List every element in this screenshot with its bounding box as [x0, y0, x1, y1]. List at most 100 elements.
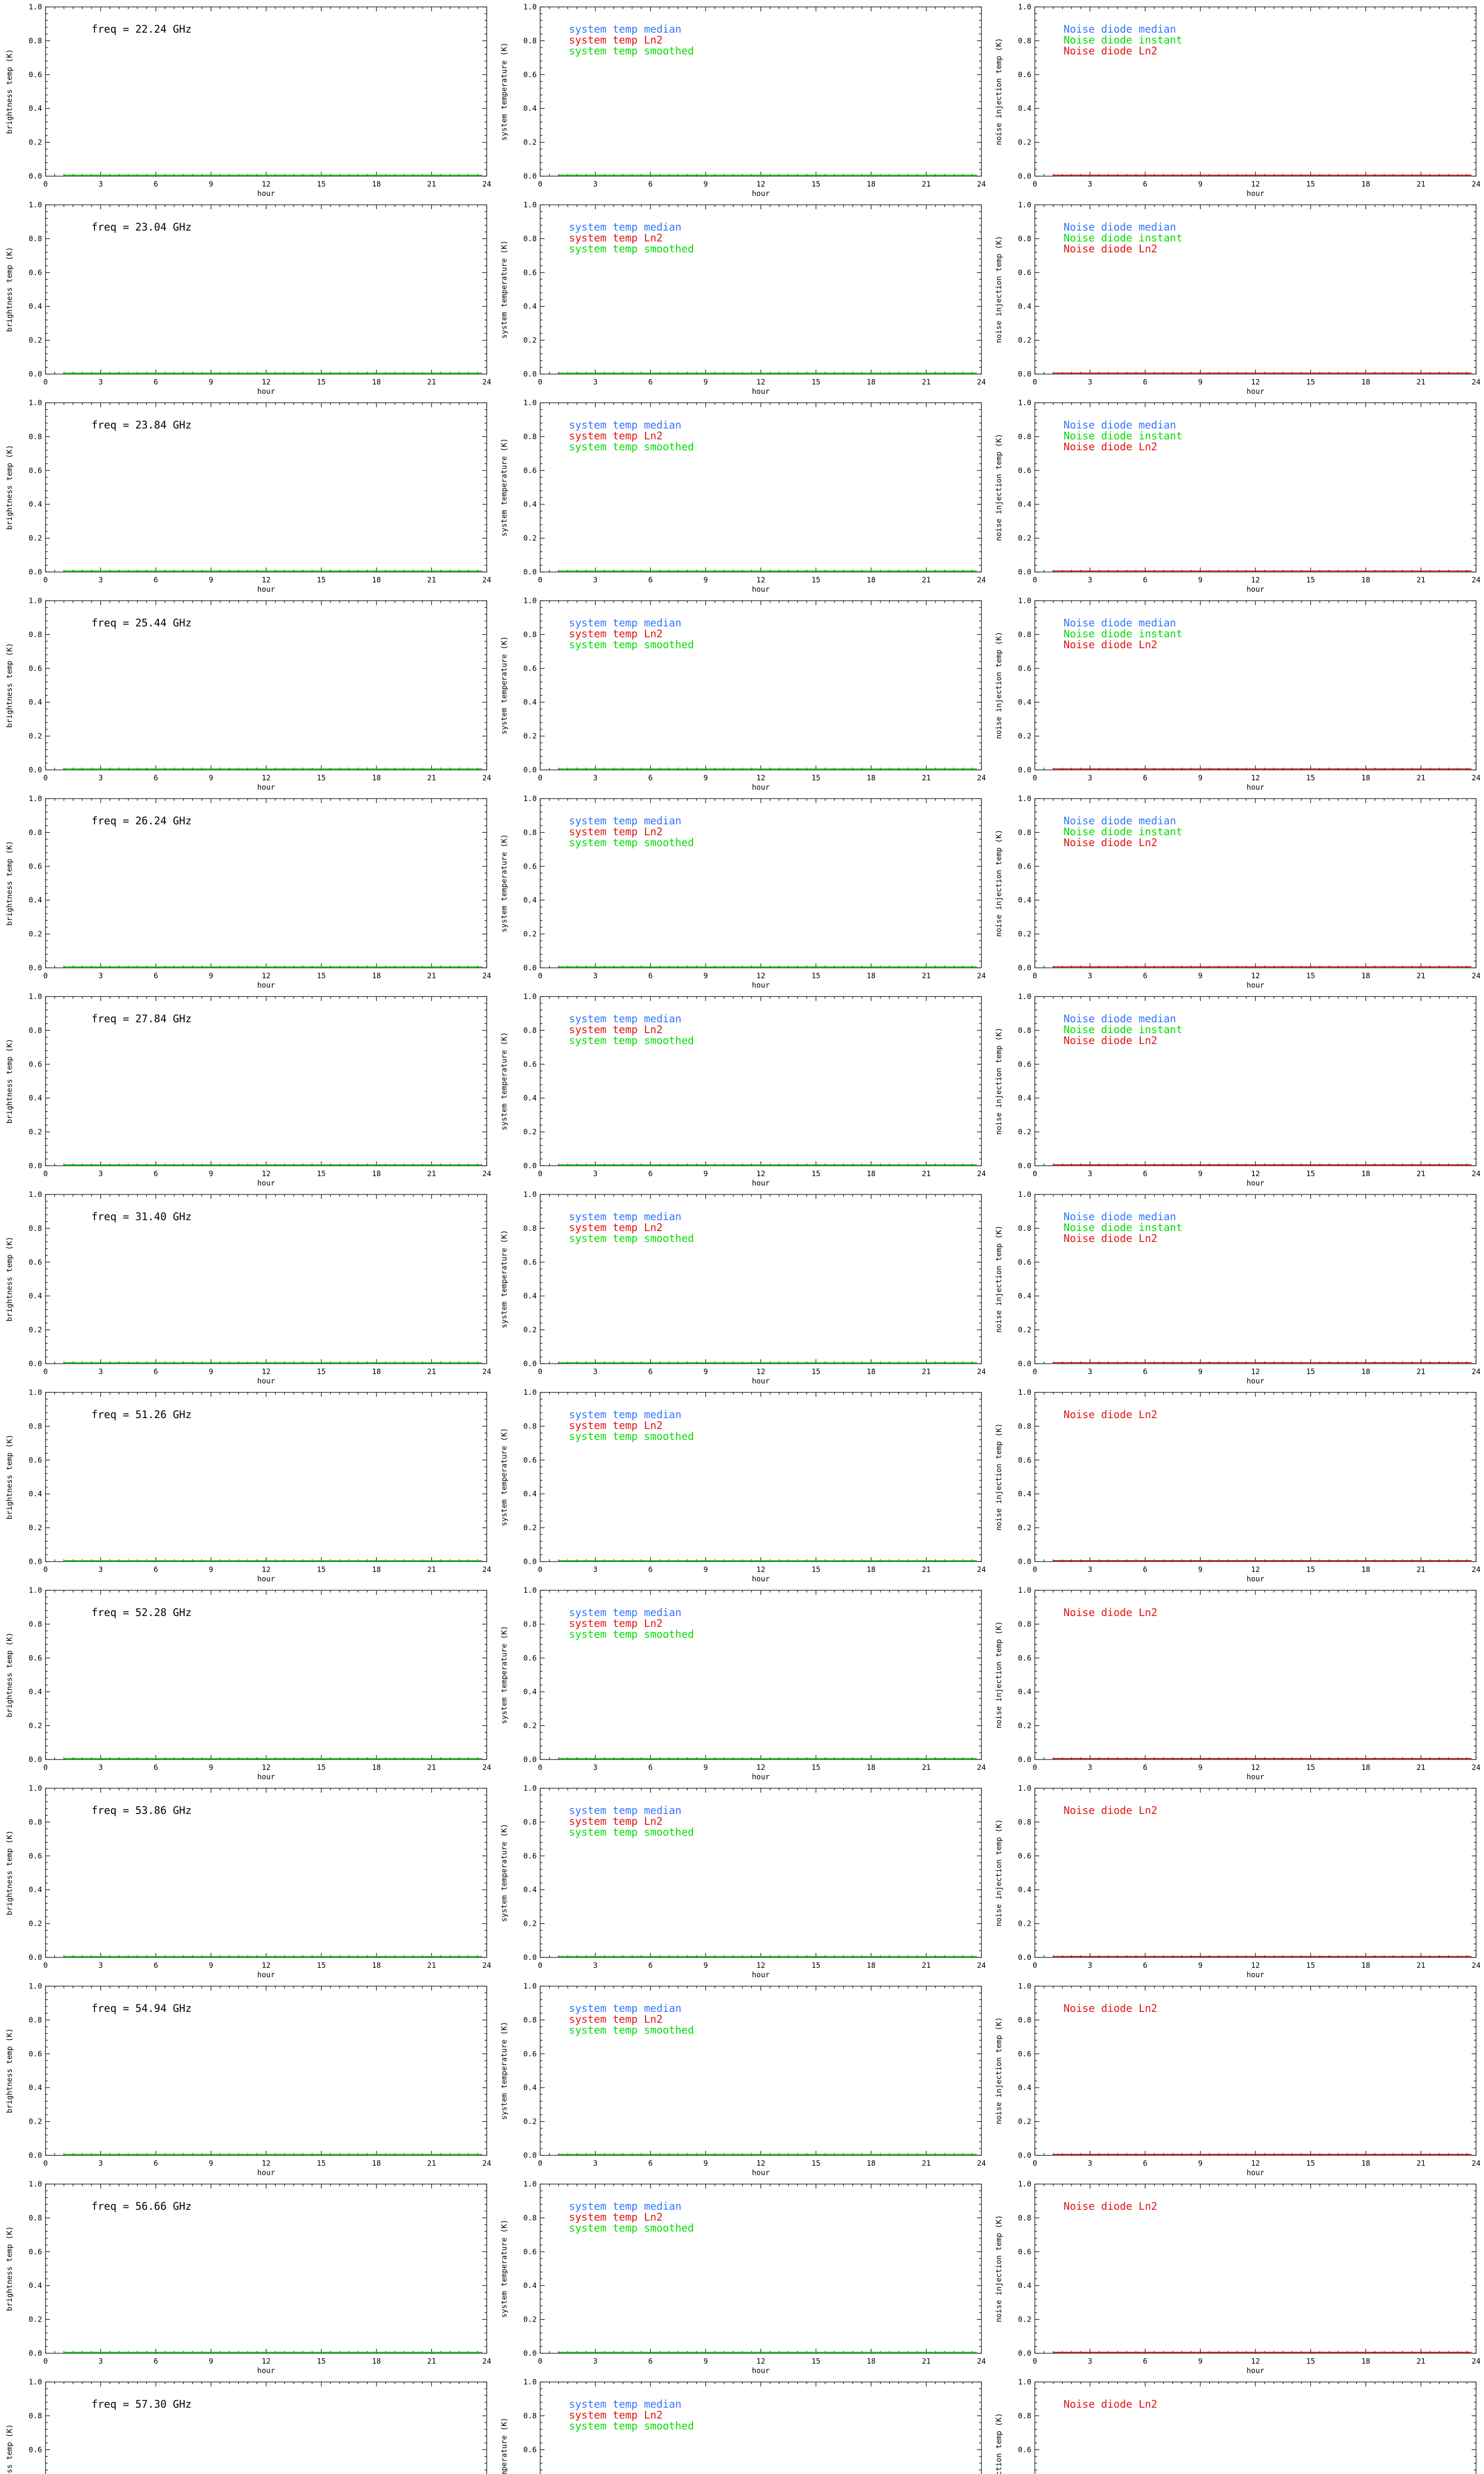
- x-axis-label: hour: [1247, 2366, 1264, 2375]
- y-tick-label: 0.2: [523, 1919, 537, 1928]
- legend-label-green: Noise diode instant: [1064, 1024, 1182, 1036]
- x-tick-label: 6: [1143, 1565, 1147, 1574]
- x-tick-label: 9: [703, 2159, 708, 2168]
- y-tick-label: 0.8: [1018, 2213, 1031, 2222]
- x-tick-label: 6: [153, 2159, 158, 2168]
- axes: [45, 798, 487, 968]
- x-tick-label: 24: [977, 1961, 986, 1970]
- x-tick-label: 3: [593, 575, 598, 584]
- y-tick-label: 0.2: [29, 1523, 42, 1532]
- y-tick-label: 0.6: [29, 466, 42, 475]
- legend-label-blue: system temp median: [569, 1409, 682, 1421]
- x-tick-label: 18: [1361, 180, 1370, 189]
- x-axis-label: hour: [1247, 2168, 1264, 2177]
- x-tick-label: 0: [538, 1763, 542, 1772]
- y-tick-label: 0.6: [1018, 2445, 1031, 2454]
- x-tick-label: 6: [648, 971, 652, 980]
- x-tick-label: 21: [1416, 378, 1425, 386]
- legend-label-red: system temp Ln2: [569, 1618, 663, 1629]
- x-tick-label: 24: [482, 1763, 491, 1772]
- x-tick-label: 0: [43, 1763, 47, 1772]
- x-tick-label: 21: [427, 773, 436, 782]
- panel-row11-col2: 0 3 6 9 12 15 18 21 24 0.0 0.2 0.4 0.6 0.8 1.0 hour syst…: [495, 1979, 989, 2177]
- y-tick-label: 0.8: [523, 1619, 537, 1628]
- y-tick-label: 0.6: [29, 70, 42, 79]
- y-tick-label: 0.0: [523, 568, 537, 576]
- legend-label-blue: Noise diode median: [1064, 617, 1176, 629]
- panel-text: 0 3 6 9 12 15 18 21 24 0.0 0.2 0.4 0.6 0.8 1.0 hour syst…: [500, 992, 986, 1188]
- x-tick-label: 3: [1088, 971, 1092, 980]
- y-tick-label: 0.2: [1018, 1919, 1031, 1928]
- y-tick-label: 0.6: [523, 1060, 537, 1069]
- panel-row8-col3: 0 3 6 9 12 15 18 21 24 0.0 0.2 0.4 0.6 0.8 1.0 hour nois…: [989, 1385, 1484, 1583]
- x-tick-label: 12: [262, 575, 271, 584]
- y-tick-label: 0.8: [1018, 1422, 1031, 1430]
- panel-row8-col2: 0 3 6 9 12 15 18 21 24 0.0 0.2 0.4 0.6 0.8 1.0 hour syst…: [495, 1385, 989, 1583]
- legend-label-red: Noise diode Ln2: [1064, 45, 1158, 57]
- legend-label-blue: system temp median: [569, 1607, 682, 1618]
- x-tick-label: 3: [98, 1169, 103, 1178]
- y-tick-label: 1.0: [1018, 1388, 1031, 1397]
- y-tick-label: 0.2: [1018, 534, 1031, 543]
- y-tick-label: 1.0: [29, 1784, 42, 1793]
- x-tick-label: 12: [1251, 575, 1260, 584]
- y-tick-label: 0.0: [29, 172, 42, 181]
- x-tick-label: 12: [756, 2357, 765, 2366]
- x-tick-label: 15: [811, 1367, 820, 1376]
- x-tick-label: 3: [98, 2159, 103, 2168]
- y-tick-label: 0.6: [1018, 2247, 1031, 2256]
- x-tick-label: 15: [811, 180, 820, 189]
- x-tick-label: 24: [482, 773, 491, 782]
- y-tick-label: 0.0: [29, 2349, 42, 2358]
- x-tick-label: 18: [867, 1169, 876, 1178]
- panel-text: 0 3 6 9 12 15 18 21 24 0.0 0.2 0.4 0.6 0.8 1.0 hour nois…: [994, 200, 1481, 396]
- y-tick-label: 1.0: [523, 992, 537, 1001]
- y-axis-label: system temperature (K): [500, 834, 509, 933]
- x-tick-label: 12: [262, 378, 271, 386]
- y-tick-label: 0.2: [1018, 732, 1031, 741]
- axes: [540, 996, 982, 1166]
- panel-row1-col2: 0 3 6 9 12 15 18 21 24 0.0 0.2 0.4 0.6 0.8 1.0 hour syst…: [495, 0, 989, 198]
- x-tick-label: 3: [98, 1763, 103, 1772]
- y-axis-label: brightness temp (K): [5, 2028, 14, 2113]
- legend-label-red: Noise diode Ln2: [1064, 441, 1158, 453]
- x-axis-label: hour: [752, 2168, 770, 2177]
- y-tick-label: 0.6: [523, 466, 537, 475]
- x-tick-label: 0: [538, 971, 542, 980]
- y-tick-label: 0.6: [29, 1258, 42, 1267]
- legend-label-blue: Noise diode median: [1064, 419, 1176, 431]
- x-tick-label: 6: [153, 1763, 158, 1772]
- panel-text: 0 3 6 9 12 15 18 21 24 0.0 0.2 0.4 0.6 0.8 1.0 hour brig…: [5, 2, 491, 198]
- y-axis-label: noise injection temp (K): [994, 1028, 1003, 1135]
- x-tick-label: 15: [1306, 1565, 1315, 1574]
- x-axis-label: hour: [752, 981, 770, 990]
- x-tick-label: 12: [1251, 1961, 1260, 1970]
- y-tick-label: 1.0: [523, 1784, 537, 1793]
- x-tick-label: 12: [262, 1763, 271, 1772]
- y-tick-label: 0.4: [523, 1687, 537, 1696]
- x-tick-label: 0: [1032, 1169, 1037, 1178]
- y-tick-label: 0.4: [1018, 104, 1031, 113]
- panel-row10-col3: 0 3 6 9 12 15 18 21 24 0.0 0.2 0.4 0.6 0.8 1.0 hour nois…: [989, 1781, 1484, 1979]
- x-tick-label: 3: [98, 773, 103, 782]
- x-tick-label: 24: [482, 575, 491, 584]
- legend-label-red: system temp Ln2: [569, 826, 663, 838]
- y-tick-label: 0.4: [523, 1489, 537, 1498]
- y-tick-label: 0.8: [29, 2213, 42, 2222]
- y-tick-label: 0.8: [1018, 828, 1031, 837]
- legend-label-red: system temp Ln2: [569, 2013, 663, 2025]
- panel-row11-col1: 0 3 6 9 12 15 18 21 24 0.0 0.2 0.4 0.6 0.8 1.0 hour brig…: [0, 1979, 495, 2177]
- x-tick-label: 3: [1088, 378, 1092, 386]
- panel-text: 0 3 6 9 12 15 18 21 24 0.0 0.2 0.4 0.6 0.8 1.0 hour nois…: [994, 1388, 1481, 1583]
- x-tick-label: 18: [372, 1961, 381, 1970]
- panel-row2-col3: 0 3 6 9 12 15 18 21 24 0.0 0.2 0.4 0.6 0.8 1.0 hour nois…: [989, 198, 1484, 396]
- x-tick-label: 6: [1143, 1367, 1147, 1376]
- axes: [1034, 1986, 1477, 2156]
- y-tick-label: 0.8: [523, 36, 537, 45]
- x-tick-label: 12: [1251, 378, 1260, 386]
- panel-text: 0 3 6 9 12 15 18 21 24 0.0 0.2 0.4 0.6 0.8 1.0 hour syst…: [500, 1784, 986, 1979]
- y-axis-label: system temperature (K): [500, 1230, 509, 1329]
- panel-row6-col1: 0 3 6 9 12 15 18 21 24 0.0 0.2 0.4 0.6 0.8 1.0 hour brig…: [0, 990, 495, 1188]
- x-tick-label: 18: [1361, 773, 1370, 782]
